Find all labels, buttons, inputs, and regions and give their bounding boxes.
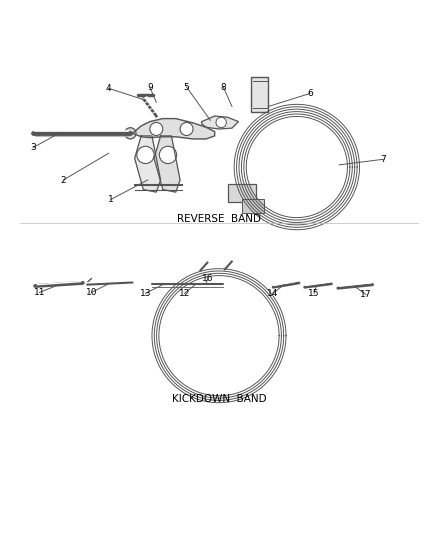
Polygon shape — [133, 119, 215, 139]
Text: KICKDOWN  BAND: KICKDOWN BAND — [172, 394, 266, 404]
Polygon shape — [154, 136, 180, 192]
Circle shape — [216, 117, 226, 128]
Polygon shape — [134, 136, 161, 192]
Text: 2: 2 — [60, 175, 66, 184]
Circle shape — [159, 146, 177, 164]
Text: 14: 14 — [267, 289, 279, 298]
Text: 17: 17 — [360, 290, 372, 299]
Text: 5: 5 — [184, 83, 190, 92]
Circle shape — [150, 123, 163, 135]
Text: 10: 10 — [86, 288, 97, 297]
Text: 16: 16 — [202, 274, 214, 283]
Text: REVERSE  BAND: REVERSE BAND — [177, 214, 261, 224]
Circle shape — [125, 128, 136, 139]
Text: 4: 4 — [106, 84, 112, 93]
Text: 6: 6 — [307, 89, 313, 98]
Polygon shape — [202, 116, 238, 129]
Text: 1: 1 — [108, 195, 114, 204]
Text: 11: 11 — [34, 288, 45, 297]
Circle shape — [137, 146, 154, 164]
Text: 3: 3 — [30, 143, 36, 152]
Text: 9: 9 — [147, 83, 153, 92]
Circle shape — [180, 123, 193, 135]
Text: 8: 8 — [220, 83, 226, 92]
Bar — [251, 77, 268, 112]
Text: 15: 15 — [308, 289, 320, 298]
FancyBboxPatch shape — [242, 199, 264, 213]
Text: 12: 12 — [179, 289, 190, 298]
FancyBboxPatch shape — [228, 184, 256, 202]
Text: 7: 7 — [381, 155, 386, 164]
Text: 13: 13 — [140, 289, 151, 298]
